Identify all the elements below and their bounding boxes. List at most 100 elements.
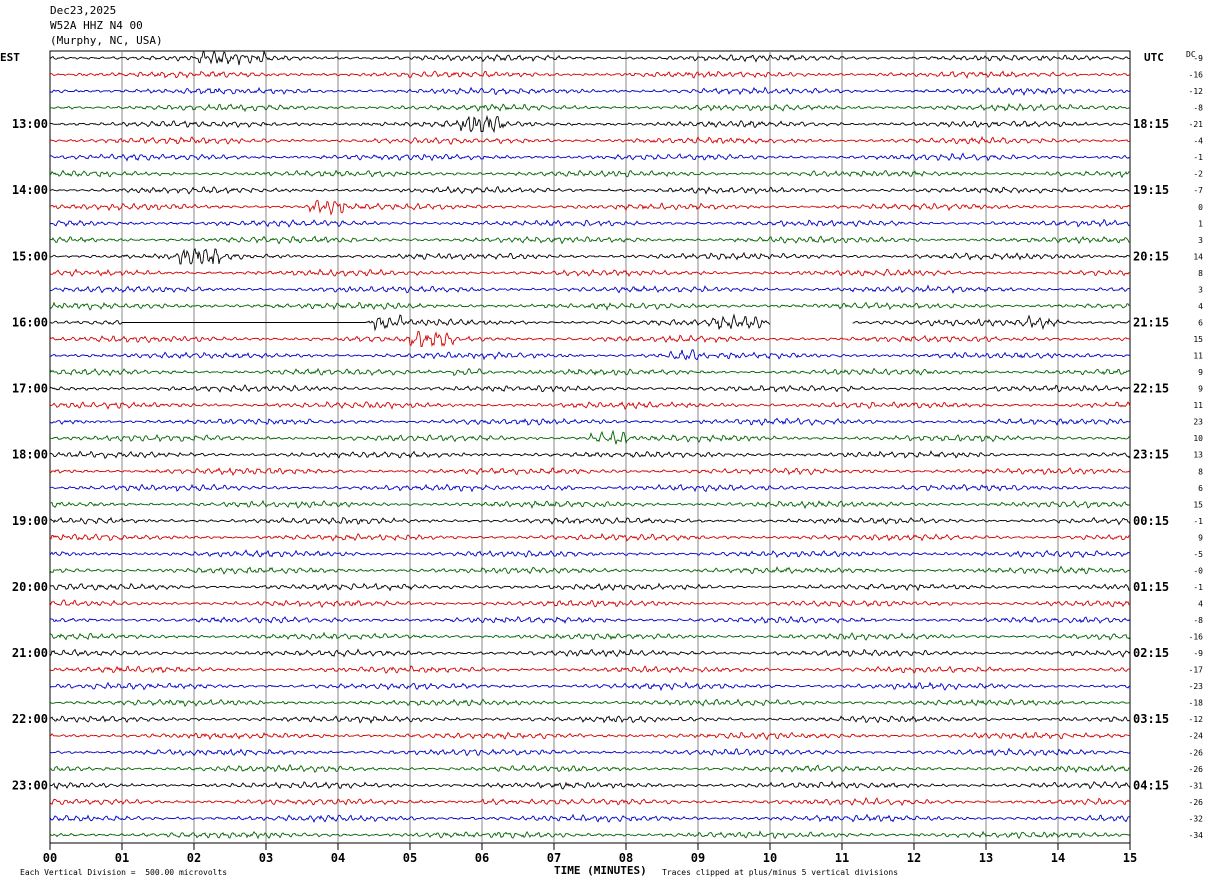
trace-line: [49, 417, 1131, 426]
trace-line: [49, 218, 1131, 228]
dc-offset-label: 9: [1198, 533, 1203, 542]
dc-offset-label: -21: [1189, 120, 1204, 129]
dc-offset-label: 8: [1198, 269, 1203, 278]
x-tick-label: 09: [691, 851, 705, 865]
trace-line: [49, 152, 1131, 162]
x-tick-label: 11: [835, 851, 849, 865]
left-time-label: 13:00: [12, 117, 48, 131]
left-time-label: 14:00: [12, 183, 48, 197]
dc-offset-label: -0: [1193, 566, 1203, 575]
dc-offset-label: 9: [1198, 368, 1203, 377]
trace-line: [49, 747, 1131, 757]
right-time-label: 23:15: [1133, 448, 1169, 462]
trace-line: [49, 763, 1131, 774]
header-date: Dec23,2025: [50, 4, 117, 17]
dc-offset-label: -26: [1189, 798, 1204, 807]
x-tick-label: 06: [475, 851, 489, 865]
clip-note: Traces clipped at plus/minus 5 vertical …: [662, 868, 899, 877]
trace-line: [49, 565, 1131, 575]
dc-offset-label: -26: [1189, 748, 1204, 757]
trace-line: [49, 665, 1131, 674]
left-time-label: 20:00: [12, 580, 48, 594]
dc-offset-label: -9: [1193, 54, 1203, 63]
trace-line: [49, 384, 1131, 393]
dc-offset-label: -24: [1189, 732, 1204, 741]
trace-line: [50, 715, 1131, 724]
dc-label: DC: [1186, 50, 1196, 59]
x-axis-label: TIME (MINUTES): [554, 864, 647, 877]
left-time-label: 23:00: [12, 778, 48, 792]
trace-line: [49, 631, 1131, 641]
trace-line: [49, 648, 1131, 658]
trace-line: [49, 102, 1131, 113]
dc-offset-label: -12: [1189, 87, 1204, 96]
dc-offset-label: 11: [1193, 401, 1203, 410]
trace-line: [49, 516, 1131, 526]
dc-offset-label: 3: [1198, 285, 1203, 294]
trace-line: [49, 331, 1131, 348]
dc-offset-label: -23: [1189, 682, 1204, 691]
trace-line: [49, 681, 1131, 692]
x-tick-label: 10: [763, 851, 777, 865]
left-time-label: 21:00: [12, 646, 48, 660]
trace-line: [49, 349, 1131, 361]
trace-line: [49, 301, 1131, 311]
trace-line: [49, 135, 1131, 146]
dc-offset-label: -32: [1189, 814, 1204, 823]
x-tick-label: 07: [547, 851, 561, 865]
trace-line: [49, 247, 1131, 265]
x-tick-label: 02: [187, 851, 201, 865]
header-station: W52A HHZ N4 00: [50, 19, 143, 32]
trace-line: [49, 582, 1131, 592]
dc-offset-label: 4: [1198, 599, 1203, 608]
trace-line: [49, 50, 1130, 66]
header-location: (Murphy, NC, USA): [50, 34, 163, 47]
dc-offset-label: 15: [1193, 335, 1203, 344]
dc-offset-label: 15: [1193, 500, 1203, 509]
left-time-label: 22:00: [12, 712, 48, 726]
trace-line: [49, 698, 1131, 707]
trace-line: [49, 450, 1131, 460]
trace-line: [49, 599, 1131, 608]
right-time-label: 04:15: [1133, 778, 1169, 792]
dc-offset-label: -8: [1193, 104, 1203, 113]
dc-offset-label: -4: [1193, 137, 1203, 146]
x-tick-label: 05: [403, 851, 417, 865]
left-time-label: 19:00: [12, 514, 48, 528]
right-time-label: 18:15: [1133, 117, 1169, 131]
trace-line: [49, 780, 1131, 791]
dc-offset-label: -5: [1193, 550, 1203, 559]
x-tick-label: 14: [1051, 851, 1065, 865]
x-tick-label: 08: [619, 851, 633, 865]
trace-line: [49, 731, 1131, 741]
x-tick-label: 13: [979, 851, 993, 865]
dc-offset-label: -7: [1193, 186, 1203, 195]
trace-line: [49, 284, 1131, 295]
trace-line: [49, 235, 1131, 245]
x-tick-label: 03: [259, 851, 273, 865]
trace-line: [49, 797, 1131, 807]
dc-offset-label: -9: [1193, 649, 1203, 658]
dc-offset-label: 13: [1193, 451, 1203, 460]
dc-offset-label: -12: [1189, 715, 1204, 724]
dc-offset-label: 6: [1198, 318, 1203, 327]
x-tick-label: 00: [43, 851, 57, 865]
x-tick-label: 15: [1123, 851, 1137, 865]
dc-offset-label: 8: [1198, 467, 1203, 476]
dc-offset-label: -16: [1189, 633, 1204, 642]
dc-offset-label: 1: [1198, 219, 1203, 228]
trace-line: [49, 199, 1131, 216]
dc-offset-label: -18: [1189, 699, 1204, 708]
right-time-label: 22:15: [1133, 382, 1169, 396]
dc-offset-label: -1: [1193, 583, 1203, 592]
plot-frame: [49, 50, 1131, 844]
right-zone-label: UTC: [1144, 51, 1164, 64]
trace-line: [49, 86, 1131, 97]
trace-line: [49, 830, 1131, 840]
right-time-label: 01:15: [1133, 580, 1169, 594]
left-time-label: 17:00: [12, 382, 48, 396]
right-time-label: 20:15: [1133, 249, 1169, 263]
dc-offset-label: -34: [1189, 831, 1204, 840]
trace-line: [49, 401, 1131, 410]
